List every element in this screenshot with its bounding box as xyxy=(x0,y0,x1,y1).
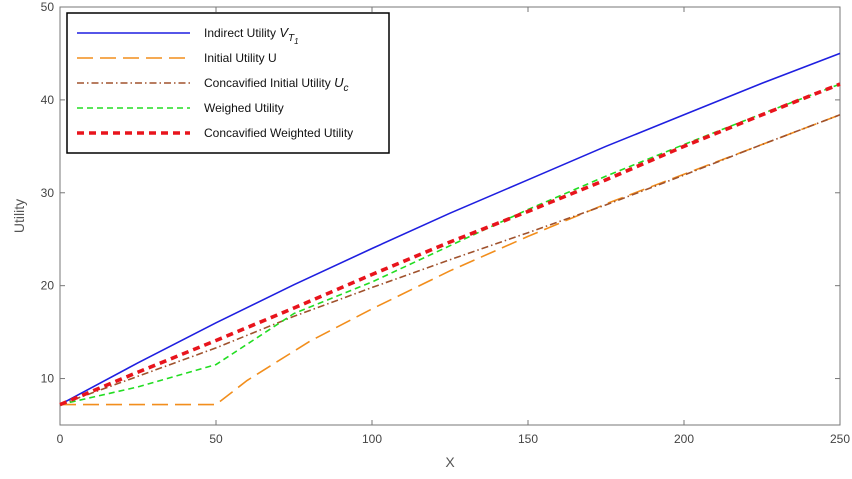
x-tick-label: 50 xyxy=(209,432,223,446)
legend-label: Initial Utility U xyxy=(204,51,277,65)
x-tick-label: 0 xyxy=(57,432,64,446)
x-tick-label: 100 xyxy=(362,432,382,446)
legend-label: Concavified Weighted Utility xyxy=(204,126,353,140)
y-tick-label: 50 xyxy=(41,0,55,14)
series-line-3 xyxy=(60,115,840,405)
x-axis-label: X xyxy=(445,454,455,470)
y-axis-label: Utility xyxy=(11,199,27,233)
y-tick-label: 10 xyxy=(41,372,55,386)
legend-label: Weighed Utility xyxy=(204,101,284,115)
x-tick-label: 200 xyxy=(674,432,694,446)
x-tick-label: 250 xyxy=(830,432,850,446)
x-tick-label: 150 xyxy=(518,432,538,446)
y-tick-label: 40 xyxy=(41,93,55,107)
y-tick-label: 30 xyxy=(41,186,55,200)
y-tick-label: 20 xyxy=(41,279,55,293)
